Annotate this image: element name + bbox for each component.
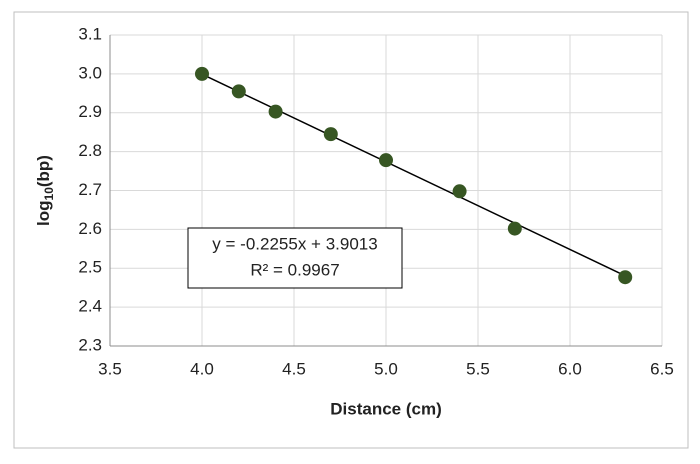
y-tick-label: 2.4 <box>78 297 102 316</box>
x-tick-label: 4.0 <box>190 359 214 378</box>
x-tick-label: 5.5 <box>466 359 490 378</box>
equation-box <box>187 227 403 289</box>
data-point <box>507 221 522 236</box>
y-tick-label: 3.0 <box>78 63 102 82</box>
y-tick-label: 2.5 <box>78 258 102 277</box>
data-point <box>268 104 283 119</box>
y-tick-label: 2.7 <box>78 180 102 199</box>
y-tick-label: 2.3 <box>78 335 102 354</box>
y-tick-label: 3.1 <box>78 24 102 43</box>
data-point <box>379 153 393 168</box>
data-point <box>618 270 633 285</box>
data-point <box>195 66 209 81</box>
trendline-r2: R² = 0.9967 <box>250 260 339 279</box>
y-tick-label: 2.8 <box>78 141 102 160</box>
x-axis-label: Distance (cm) <box>330 399 441 418</box>
y-axis-label: log10(bp) <box>34 155 56 226</box>
data-point <box>323 127 338 142</box>
x-tick-label: 6.5 <box>650 359 674 378</box>
data-point <box>452 184 467 199</box>
x-tick-label: 4.5 <box>282 359 306 378</box>
y-tick-label: 2.6 <box>78 219 102 238</box>
x-tick-label: 3.5 <box>98 359 122 378</box>
data-point <box>231 84 246 99</box>
y-tick-label: 2.9 <box>78 102 102 121</box>
x-tick-label: 5.0 <box>374 359 398 378</box>
y-label-subscript: 10 <box>42 187 56 201</box>
trendline-equation: y = -0.2255x + 3.9013 <box>212 234 377 253</box>
x-tick-label: 6.0 <box>558 359 582 378</box>
y-label-suffix: (bp) <box>34 155 53 187</box>
y-label-base: log <box>34 200 53 226</box>
